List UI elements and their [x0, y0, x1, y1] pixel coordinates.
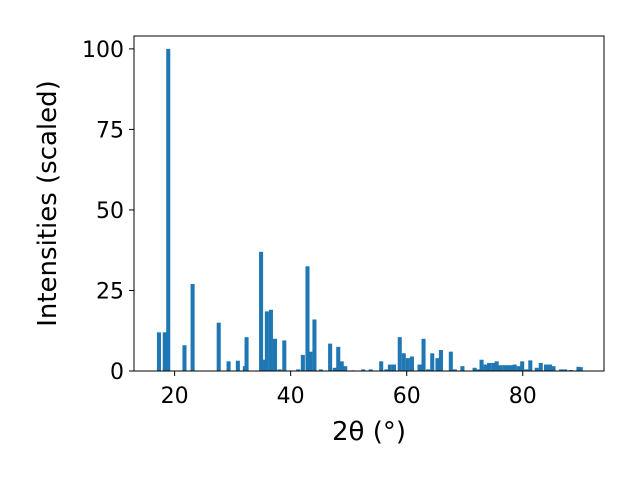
- bar: [190, 284, 195, 371]
- bar: [491, 362, 496, 371]
- bar: [528, 360, 533, 371]
- bar: [387, 364, 392, 371]
- bar: [460, 366, 465, 371]
- bar: [226, 361, 231, 371]
- bar: [318, 369, 323, 371]
- bar: [516, 366, 521, 371]
- bar: [494, 361, 499, 371]
- bar: [502, 365, 507, 371]
- bar: [235, 360, 240, 371]
- bar: [312, 319, 317, 371]
- bar: [438, 350, 443, 371]
- bar: [520, 361, 525, 371]
- y-tick-label: 75: [96, 118, 124, 143]
- bar: [487, 362, 492, 371]
- bar: [476, 369, 481, 371]
- bar: [430, 353, 435, 371]
- y-tick-label: 50: [96, 199, 124, 224]
- bar: [578, 367, 583, 371]
- bar: [405, 358, 410, 371]
- y-tick-label: 25: [96, 279, 124, 304]
- plot-frame: [133, 35, 605, 372]
- bar: [296, 369, 301, 371]
- bar: [534, 367, 539, 371]
- y-tick-label: 100: [82, 38, 124, 63]
- bar: [282, 340, 287, 371]
- bar: [435, 358, 440, 371]
- bar: [162, 332, 167, 371]
- bar: [401, 353, 406, 371]
- bar: [472, 367, 477, 371]
- bar: [524, 369, 529, 371]
- bar: [563, 369, 568, 371]
- bar: [361, 369, 366, 371]
- bar: [448, 351, 453, 371]
- bar: [300, 354, 305, 371]
- bar: [216, 322, 221, 371]
- bar: [498, 365, 503, 371]
- bar: [339, 361, 344, 371]
- bar: [538, 362, 543, 371]
- bar: [343, 366, 348, 371]
- bar: [391, 364, 396, 371]
- bar: [166, 48, 171, 372]
- bar: [479, 359, 484, 371]
- bar: [268, 309, 273, 371]
- bar: [548, 364, 553, 371]
- bar: [332, 367, 337, 371]
- bar: [409, 356, 414, 371]
- bar: [182, 345, 187, 371]
- bar: [505, 365, 510, 371]
- bar: [277, 369, 282, 371]
- bar: [308, 351, 313, 371]
- bar: [259, 251, 264, 371]
- bar: [328, 343, 333, 371]
- x-tick-label: 60: [393, 384, 421, 409]
- bar: [244, 337, 249, 371]
- bar: [559, 369, 564, 371]
- bar: [368, 369, 373, 371]
- bar: [421, 338, 426, 371]
- bar: [272, 338, 278, 371]
- bar: [397, 337, 402, 371]
- bar: [543, 364, 549, 371]
- bar: [452, 369, 457, 371]
- bar: [512, 364, 517, 371]
- bar: [426, 369, 431, 371]
- bar: [509, 365, 514, 371]
- bar: [417, 364, 422, 371]
- bar: [576, 366, 581, 371]
- bar: [384, 369, 389, 371]
- bar: [261, 359, 266, 371]
- bar: [483, 364, 488, 371]
- bar: [551, 366, 556, 371]
- bar: [156, 332, 161, 371]
- bar-series: [156, 48, 583, 372]
- bar: [379, 361, 384, 371]
- y-tick-label: 0: [110, 360, 124, 385]
- bar: [336, 346, 341, 371]
- x-axis-title: 2θ (°): [332, 417, 406, 447]
- y-axis: 0 25 50 75 100: [82, 38, 134, 385]
- bar: [305, 266, 310, 371]
- y-axis-title: Intensities (scaled): [33, 80, 63, 327]
- x-axis: 20 40 60 80: [161, 371, 537, 409]
- x-tick-label: 20: [161, 384, 189, 409]
- x-tick-label: 80: [509, 384, 537, 409]
- bar: [264, 311, 269, 371]
- x-tick-label: 40: [277, 384, 305, 409]
